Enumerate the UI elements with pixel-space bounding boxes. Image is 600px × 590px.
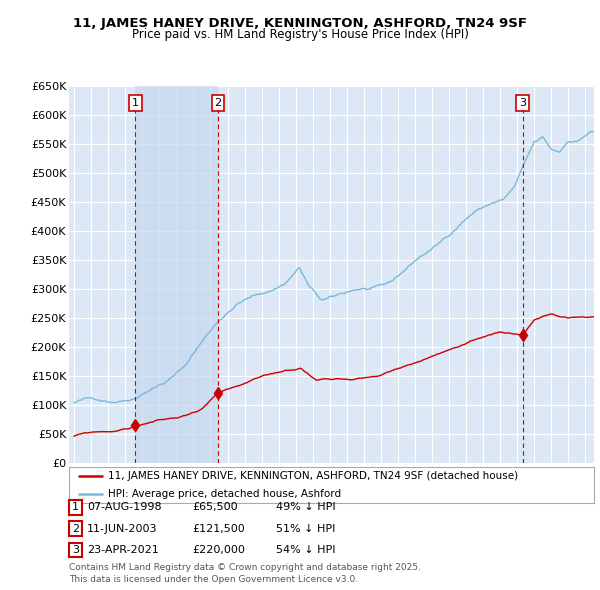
Text: 23-APR-2021: 23-APR-2021	[87, 545, 159, 555]
Text: HPI: Average price, detached house, Ashford: HPI: Average price, detached house, Ashf…	[109, 489, 341, 499]
Text: 2: 2	[72, 524, 79, 533]
Text: 07-AUG-1998: 07-AUG-1998	[87, 503, 161, 512]
Text: £65,500: £65,500	[192, 503, 238, 512]
Text: 1: 1	[72, 503, 79, 512]
Text: 1: 1	[132, 98, 139, 108]
Bar	[136, 86, 218, 463]
Text: 54% ↓ HPI: 54% ↓ HPI	[276, 545, 335, 555]
Text: 11-JUN-2003: 11-JUN-2003	[87, 524, 157, 533]
Text: 3: 3	[72, 545, 79, 555]
Text: Price paid vs. HM Land Registry's House Price Index (HPI): Price paid vs. HM Land Registry's House …	[131, 28, 469, 41]
Text: 2: 2	[214, 98, 221, 108]
Text: Contains HM Land Registry data © Crown copyright and database right 2025.
This d: Contains HM Land Registry data © Crown c…	[69, 563, 421, 584]
Text: 11, JAMES HANEY DRIVE, KENNINGTON, ASHFORD, TN24 9SF: 11, JAMES HANEY DRIVE, KENNINGTON, ASHFO…	[73, 17, 527, 30]
Text: £121,500: £121,500	[192, 524, 245, 533]
Text: 51% ↓ HPI: 51% ↓ HPI	[276, 524, 335, 533]
Text: 3: 3	[519, 98, 526, 108]
Text: £220,000: £220,000	[192, 545, 245, 555]
Text: 49% ↓ HPI: 49% ↓ HPI	[276, 503, 335, 512]
Text: 11, JAMES HANEY DRIVE, KENNINGTON, ASHFORD, TN24 9SF (detached house): 11, JAMES HANEY DRIVE, KENNINGTON, ASHFO…	[109, 471, 518, 481]
